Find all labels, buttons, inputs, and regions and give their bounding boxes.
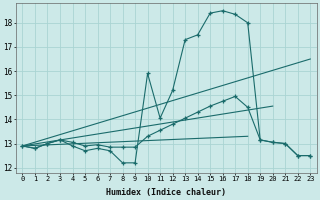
X-axis label: Humidex (Indice chaleur): Humidex (Indice chaleur) (106, 188, 226, 197)
